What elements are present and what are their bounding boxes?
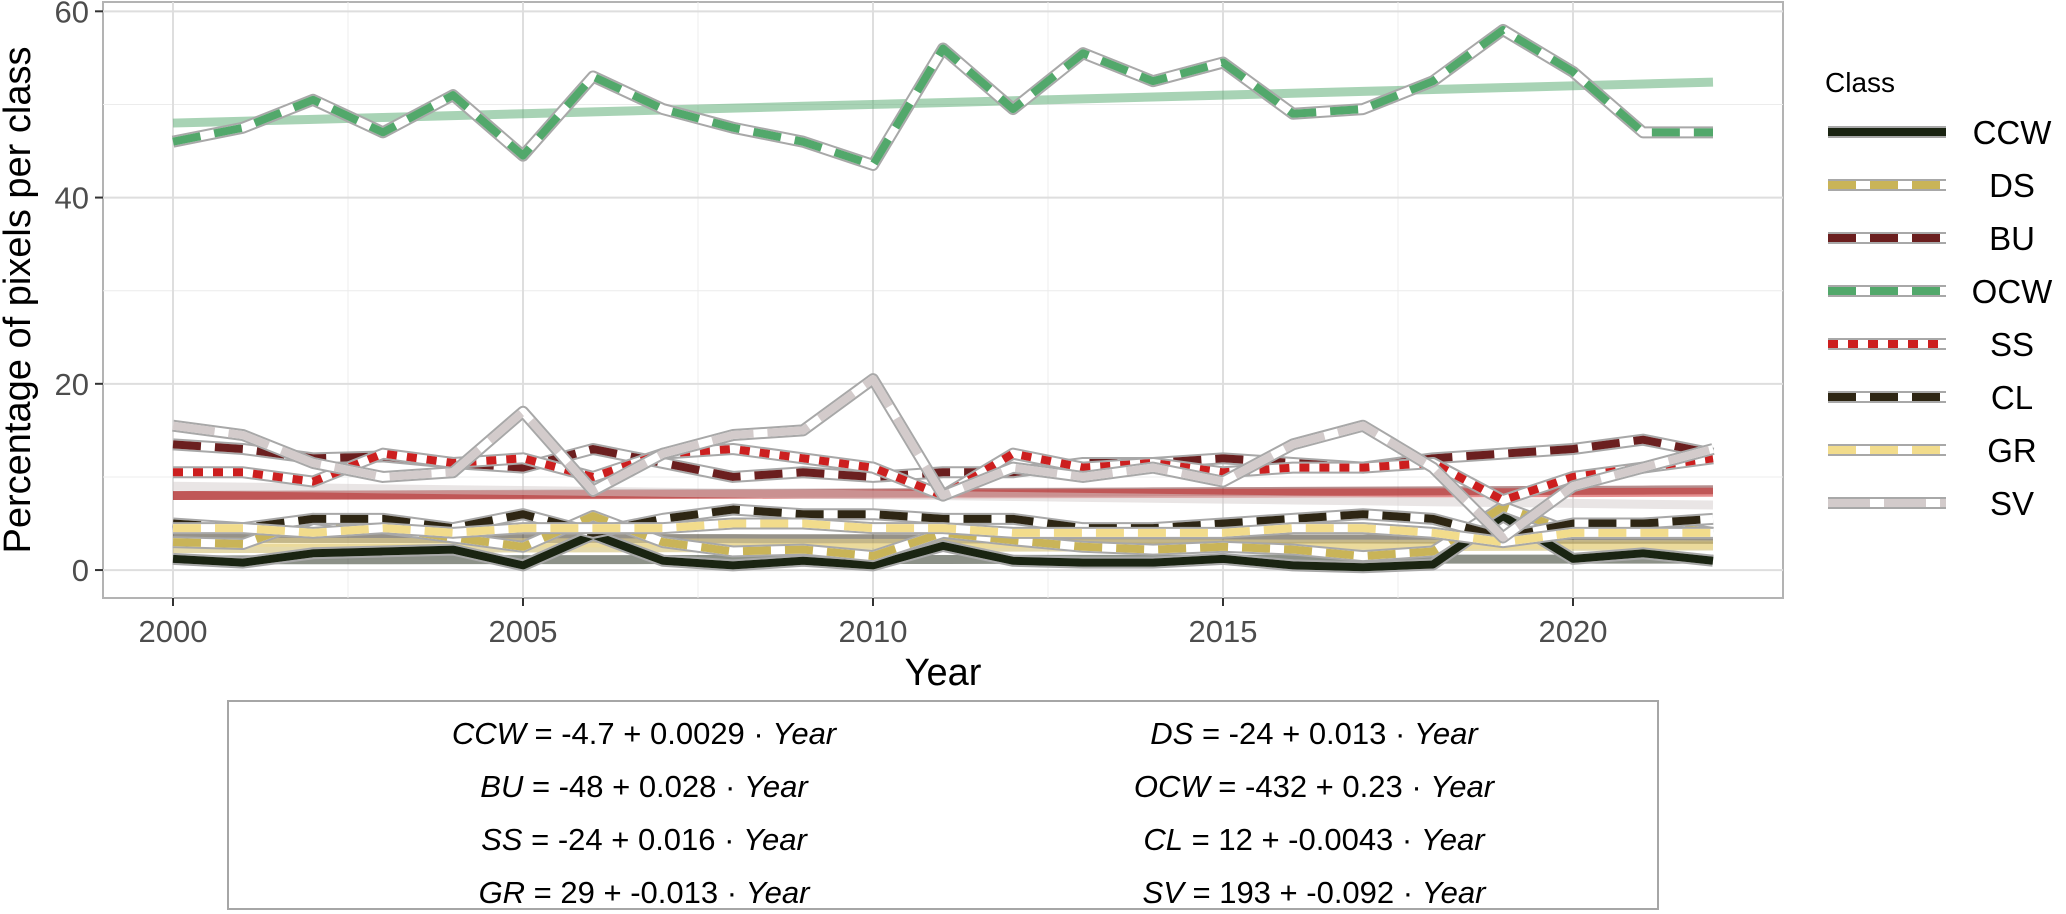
legend-item-ds: DS: [1828, 167, 2035, 204]
equation-lhs: BU: [480, 769, 524, 804]
series-ccw: [172, 510, 1714, 574]
series-line: [172, 25, 1713, 169]
equation-ss: SS = -24 + 0.016 · Year: [481, 822, 807, 858]
legend-item-gr: GR: [1828, 432, 2037, 469]
equation-rhs: = -48 + 0.028 ·: [523, 769, 744, 804]
x-tick-label: 2005: [489, 614, 558, 649]
trend-line-ocw: [172, 77, 1714, 128]
equation-lhs: SS: [481, 822, 523, 857]
equation-lhs: CCW: [451, 716, 526, 751]
equation-variable: Year: [1430, 769, 1495, 804]
equation-variable: Year: [772, 716, 837, 751]
equation-variable: Year: [1420, 822, 1485, 857]
equation-ds: DS = -24 + 0.013 · Year: [1150, 716, 1477, 752]
equation-variable: Year: [1421, 875, 1486, 910]
legend-label: SS: [1990, 326, 2034, 363]
equation-variable: Year: [745, 875, 810, 910]
legend: Class CCW DS BU OCW SS CL GR SV: [1825, 67, 2053, 522]
equation-gr: GR = 29 + -0.013 · Year: [479, 875, 810, 911]
equations-box: CCW = -4.7 + 0.0029 · Year DS = -24 + 0.0…: [227, 700, 1659, 910]
equation-lhs: DS: [1150, 716, 1194, 751]
equation-lhs: CL: [1143, 822, 1184, 857]
equation-ocw: OCW = -432 + 0.23 · Year: [1134, 769, 1494, 805]
y-tick-label: 0: [72, 553, 89, 588]
legend-item-ocw: OCW: [1828, 273, 2053, 310]
equation-rhs: = 193 + -0.092 ·: [1183, 875, 1422, 910]
y-tick-label: 40: [55, 181, 89, 216]
equation-rhs: = -4.7 + 0.0029 ·: [525, 716, 773, 751]
x-tick-label: 2000: [139, 614, 208, 649]
legend-item-sv: SV: [1828, 485, 2034, 522]
equation-variable: Year: [1413, 716, 1478, 751]
y-axis-title: Percentage of pixels per class: [0, 47, 39, 554]
x-axis-title: Year: [905, 652, 982, 694]
equation-rhs: = -24 + 0.016 ·: [522, 822, 744, 857]
legend-label: CL: [1991, 379, 2033, 416]
legend-item-ccw: CCW: [1828, 114, 2052, 151]
equation-rhs: = -24 + 0.013 ·: [1193, 716, 1414, 751]
legend-label: GR: [1987, 432, 2037, 469]
legend-label: OCW: [1972, 273, 2054, 310]
series-line: [173, 519, 1713, 547]
equation-sv: SV = 193 + -0.092 · Year: [1143, 875, 1486, 911]
series-gr: [173, 517, 1713, 549]
x-tick-label: 2015: [1189, 614, 1258, 649]
equation-cl: CL = 12 + -0.0043 · Year: [1143, 822, 1484, 858]
legend-item-cl: CL: [1828, 379, 2033, 416]
equation-variable: Year: [743, 822, 807, 857]
legend-label: DS: [1989, 167, 2035, 204]
series-line: [172, 505, 1714, 542]
series-ocw: [171, 23, 1713, 171]
y-tick-label: 60: [55, 0, 89, 29]
series-line: [172, 375, 1715, 542]
equation-lhs: GR: [478, 875, 526, 910]
y-axis: 0 20 40 60: [55, 0, 103, 588]
x-axis: 2000 2005 2010 2015 2020: [139, 598, 1608, 649]
series-sv: [172, 373, 1715, 544]
equation-rhs: = 12 + -0.0043 ·: [1183, 822, 1421, 857]
equation-rhs: = -432 + 0.23 ·: [1209, 769, 1431, 804]
x-tick-label: 2020: [1539, 614, 1608, 649]
series-cl: [172, 503, 1714, 544]
equation-ccw: CCW = -4.7 + 0.0029 · Year: [452, 716, 836, 752]
line-chart: 2000 2005 2010 2015 2020 0 20 40 60 Year Percen…: [0, 0, 2053, 694]
equation-lhs: OCW: [1133, 769, 1210, 804]
trend-line-ccw: [173, 554, 1713, 565]
y-tick-label: 20: [55, 367, 89, 402]
legend-item-ss: SS: [1828, 326, 2034, 363]
x-tick-label: 2010: [839, 614, 908, 649]
series-line: [172, 512, 1714, 572]
equation-rhs: = 29 + -0.013 ·: [525, 875, 746, 910]
legend-label: SV: [1990, 485, 2034, 522]
legend-label: CCW: [1973, 114, 2053, 151]
equation-variable: Year: [743, 769, 808, 804]
legend-label: BU: [1989, 220, 2035, 257]
equation-lhs: SV: [1142, 875, 1184, 910]
series-lines: [171, 23, 1715, 574]
equation-bu: BU = -48 + 0.028 · Year: [480, 769, 807, 805]
legend-title: Class: [1825, 67, 1895, 98]
legend-item-bu: BU: [1828, 220, 2035, 257]
